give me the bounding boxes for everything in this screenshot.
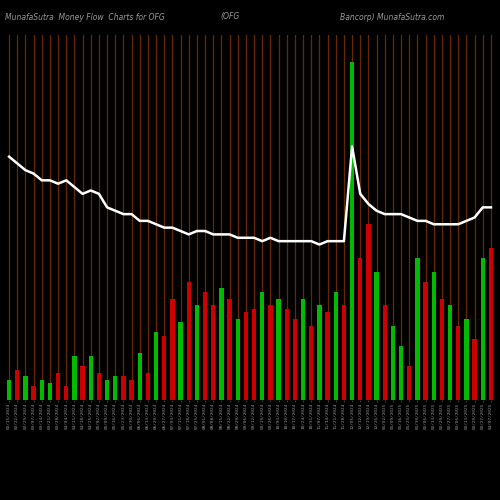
Bar xyxy=(194,306,199,400)
Bar xyxy=(162,336,166,400)
Bar xyxy=(32,386,36,400)
Bar xyxy=(96,373,101,400)
Bar xyxy=(415,258,420,400)
Bar xyxy=(407,366,412,400)
Bar xyxy=(334,292,338,400)
Bar xyxy=(203,292,207,400)
Bar xyxy=(7,380,12,400)
Text: MunafaSutra  Money Flow  Charts for OFG: MunafaSutra Money Flow Charts for OFG xyxy=(5,12,165,22)
Bar xyxy=(146,373,150,400)
Bar xyxy=(121,376,126,400)
Bar xyxy=(23,376,28,400)
Bar xyxy=(80,366,85,400)
Bar xyxy=(268,306,272,400)
Bar xyxy=(64,386,68,400)
Bar xyxy=(105,380,110,400)
Bar xyxy=(178,322,183,400)
Bar xyxy=(309,326,314,400)
Bar xyxy=(480,258,485,400)
Bar xyxy=(472,339,477,400)
Bar xyxy=(358,258,362,400)
Bar xyxy=(292,319,297,400)
Bar xyxy=(317,306,322,400)
Bar xyxy=(464,319,468,400)
Bar xyxy=(228,298,232,400)
Bar xyxy=(301,298,306,400)
Bar xyxy=(276,298,281,400)
Bar xyxy=(326,312,330,400)
Bar xyxy=(440,298,444,400)
Bar xyxy=(382,306,387,400)
Bar xyxy=(374,272,379,400)
Text: (OFG: (OFG xyxy=(220,12,240,22)
Bar xyxy=(390,326,395,400)
Bar xyxy=(284,308,289,400)
Bar xyxy=(488,248,493,400)
Bar xyxy=(138,352,142,400)
Bar xyxy=(219,288,224,400)
Bar xyxy=(424,282,428,400)
Text: Bancorp) MunafaSutra.com: Bancorp) MunafaSutra.com xyxy=(340,12,444,22)
Bar xyxy=(40,380,44,400)
Bar xyxy=(260,292,264,400)
Bar xyxy=(211,306,216,400)
Bar xyxy=(88,356,93,400)
Bar xyxy=(170,298,174,400)
Bar xyxy=(252,308,256,400)
Bar xyxy=(130,380,134,400)
Bar xyxy=(236,319,240,400)
Bar xyxy=(432,272,436,400)
Bar xyxy=(448,306,452,400)
Bar xyxy=(15,370,20,400)
Bar xyxy=(350,62,354,400)
Bar xyxy=(342,306,346,400)
Bar xyxy=(48,383,52,400)
Bar xyxy=(456,326,460,400)
Bar xyxy=(72,356,76,400)
Bar xyxy=(154,332,158,400)
Bar xyxy=(366,224,370,400)
Bar xyxy=(399,346,404,400)
Bar xyxy=(56,373,60,400)
Bar xyxy=(244,312,248,400)
Bar xyxy=(186,282,191,400)
Bar xyxy=(113,376,117,400)
